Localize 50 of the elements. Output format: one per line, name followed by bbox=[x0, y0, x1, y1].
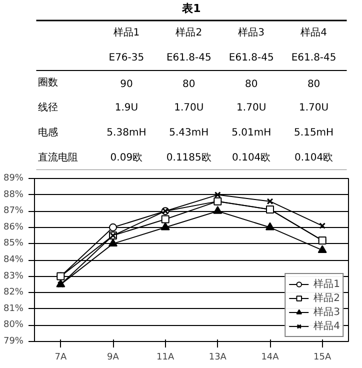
category-label: 样品1 bbox=[113, 26, 140, 38]
category-label: 线径 bbox=[38, 102, 58, 114]
y-tick-label: 88% bbox=[3, 190, 24, 200]
legend-label: 样品1 bbox=[314, 278, 340, 291]
text: 90 bbox=[120, 79, 133, 90]
y-tick-label: 85% bbox=[3, 238, 24, 249]
y-tick-label: 79% bbox=[3, 336, 24, 346]
x-tick-label: 7A bbox=[54, 352, 68, 362]
y-tick-label: 83% bbox=[3, 271, 24, 282]
text: E61.8-45 bbox=[166, 52, 212, 64]
text: 0.1185欧 bbox=[166, 152, 212, 164]
y-tick-label: 80% bbox=[3, 320, 24, 330]
category-label: 样品3 bbox=[238, 26, 265, 38]
text: 0.104欧 bbox=[294, 152, 334, 164]
text: 5.01mH bbox=[232, 128, 272, 138]
x-tick-label: 11A bbox=[156, 352, 175, 362]
text: E61.8-45 bbox=[228, 52, 274, 64]
text: 1.9U bbox=[114, 102, 138, 114]
text: 5.38mH bbox=[106, 128, 146, 138]
text: 1.70U bbox=[174, 102, 204, 114]
legend-label: 样品3 bbox=[314, 306, 340, 319]
category-label: 电感 bbox=[38, 128, 58, 138]
y-tick-label: 89% bbox=[3, 174, 24, 184]
text: 0.104欧 bbox=[232, 152, 271, 164]
legend-label: 样品2 bbox=[314, 292, 340, 305]
x-tick-label: 13A bbox=[208, 352, 228, 362]
text: 5.43mH bbox=[169, 128, 209, 138]
text: E61.8-45 bbox=[291, 52, 336, 64]
category-label: 直流电阻 bbox=[38, 152, 78, 164]
x-tick-label: 15A bbox=[314, 352, 332, 362]
text: E76-35 bbox=[108, 52, 144, 64]
text: 80 bbox=[244, 79, 258, 90]
text: 0.09欧 bbox=[110, 152, 143, 164]
y-tick-label: 82% bbox=[3, 288, 24, 298]
category-label: 样品2 bbox=[176, 26, 202, 38]
y-tick-label: 81% bbox=[3, 304, 24, 314]
category-label: 样品4 bbox=[300, 26, 327, 38]
y-tick-label: 84% bbox=[3, 255, 24, 265]
x-tick-label: 14A bbox=[261, 352, 280, 362]
text: 表1 bbox=[181, 2, 201, 15]
text: 80 bbox=[307, 79, 320, 90]
text: 1.70U bbox=[236, 102, 266, 114]
text: 1.70U bbox=[299, 102, 329, 114]
y-tick-label: 86% bbox=[3, 222, 24, 232]
legend-label: 样品4 bbox=[314, 320, 340, 333]
text: 5.15mH bbox=[294, 128, 334, 138]
category-label: 圈数 bbox=[38, 78, 58, 88]
y-tick-label: 87% bbox=[3, 206, 24, 216]
text: 80 bbox=[182, 79, 196, 90]
x-tick-label: 9A bbox=[107, 352, 120, 362]
